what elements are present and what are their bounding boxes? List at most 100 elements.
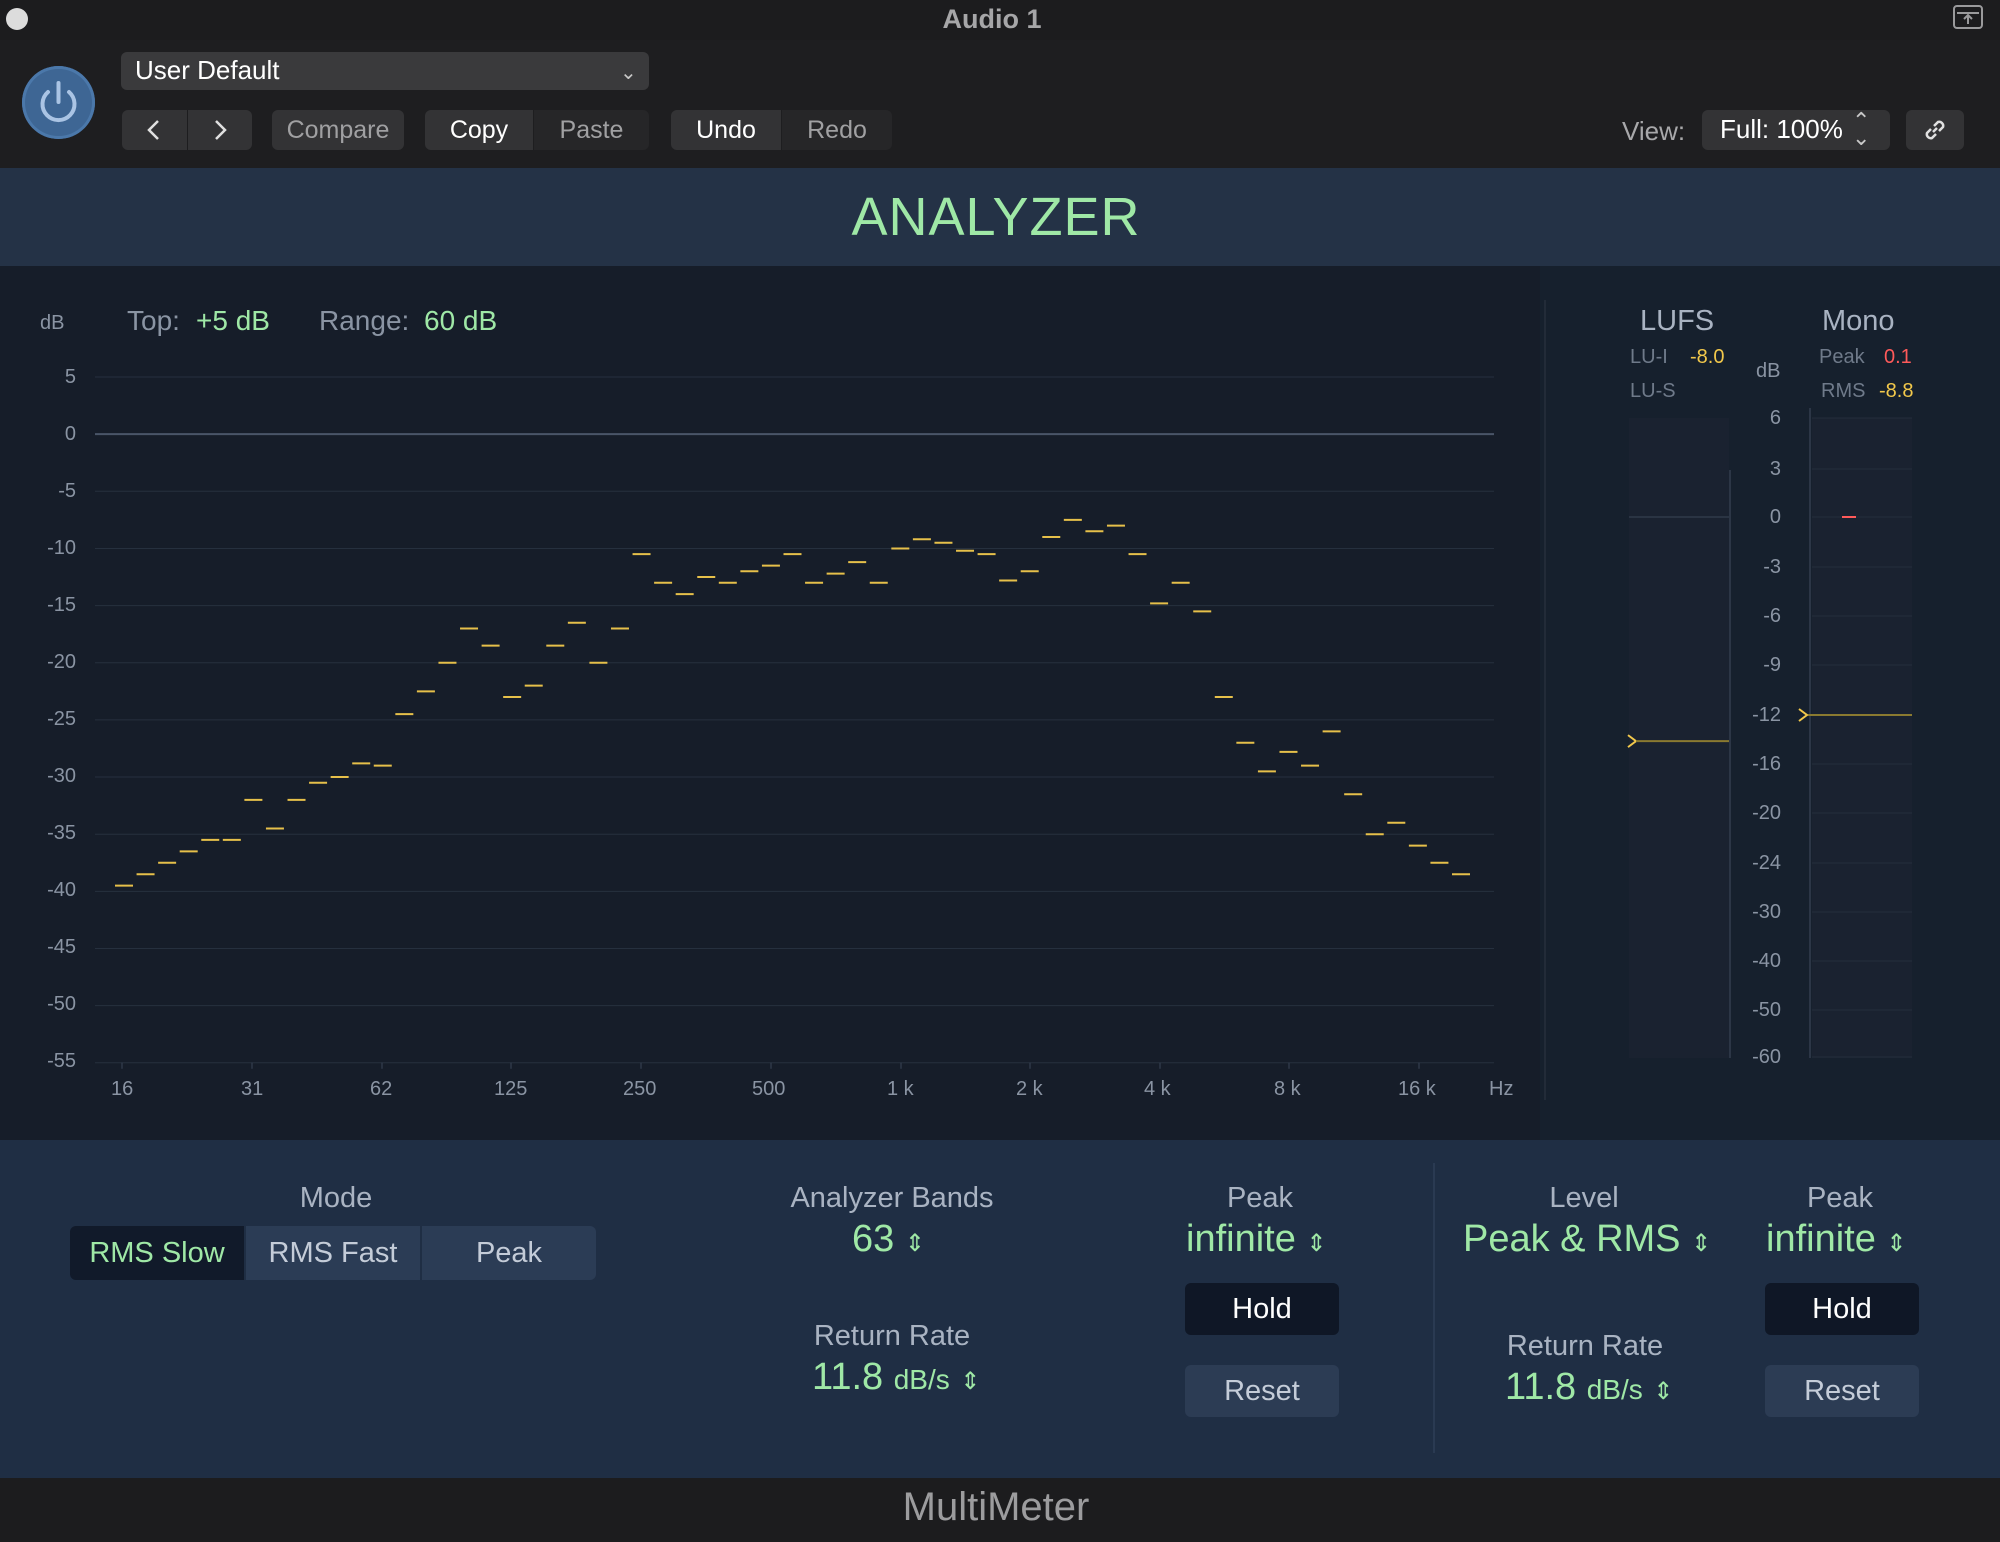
y-tick-label: -25: [47, 708, 76, 730]
meter-scale-label: -12: [1752, 704, 1781, 726]
analyzer-bands-value: 63: [852, 1218, 895, 1260]
x-tick-label: 250: [623, 1078, 657, 1100]
analyzer-display: [0, 266, 1540, 1140]
undo-button[interactable]: Undo: [671, 110, 781, 150]
y-tick-label: -30: [47, 765, 76, 787]
return-rate-value: 11.8: [812, 1356, 884, 1398]
meter-scale-label: -3: [1763, 556, 1781, 578]
x-tick-label: 16 k: [1398, 1078, 1436, 1100]
share-icon[interactable]: [1953, 5, 1983, 29]
y-tick-label: -50: [47, 993, 76, 1015]
link-icon: [1925, 120, 1945, 140]
x-tick-label: 1 k: [887, 1078, 914, 1100]
power-icon: [40, 81, 77, 123]
meter-scale-label: -40: [1752, 950, 1781, 972]
peak-hold-value: infinite: [1186, 1218, 1296, 1260]
reset-button[interactable]: Reset: [1185, 1365, 1339, 1417]
x-tick-label: 16: [111, 1078, 134, 1100]
meter-scale-label: 0: [1769, 506, 1781, 528]
stepper-icon: ⇕: [1653, 1378, 1674, 1405]
peak-hold-stepper[interactable]: infinite ⇕: [1186, 1218, 1327, 1261]
plugin-name: MultiMeter: [902, 1485, 1090, 1529]
power-button[interactable]: [22, 66, 95, 139]
mono-title: Mono: [1822, 305, 1895, 337]
window-title: Audio 1: [942, 4, 1042, 34]
compare-button[interactable]: Compare: [272, 110, 404, 150]
lufs-title: LUFS: [1640, 305, 1715, 337]
view-size-value: Full: 100%: [1720, 114, 1843, 144]
chevron-down-icon: ⌄: [620, 62, 637, 84]
stepper-icon: ⇕: [904, 1230, 925, 1257]
meter-peak-hold-stepper[interactable]: infinite ⇕: [1766, 1218, 1907, 1261]
top-value[interactable]: +5 dB: [196, 305, 270, 336]
chevron-right-icon: [215, 120, 227, 140]
y-tick-label: -15: [47, 594, 76, 616]
paste-button[interactable]: Paste: [534, 110, 649, 150]
meter-peak-hold-label: Peak: [1806, 1182, 1874, 1214]
peak-label: Peak: [1819, 346, 1865, 368]
meter-reset-button[interactable]: Reset: [1765, 1365, 1919, 1417]
stepper-icon: ⇕: [1691, 1230, 1712, 1257]
y-tick-label: -40: [47, 879, 76, 901]
next-preset-button[interactable]: [188, 110, 252, 150]
lu-i-value: -8.0: [1690, 346, 1725, 368]
return-rate-label: Return Rate: [813, 1320, 971, 1352]
up-down-chevron-icon: ⌃ ⌄: [1852, 108, 1871, 150]
redo-button[interactable]: Redo: [782, 110, 892, 150]
meter-scale-label: -16: [1752, 753, 1781, 775]
view-size-menu[interactable]: [1702, 110, 1890, 150]
copy-button[interactable]: Copy: [425, 110, 533, 150]
y-tick-label: -10: [47, 537, 76, 559]
meter-db-unit: dB: [1756, 360, 1781, 382]
meter-scale-label: -50: [1752, 999, 1781, 1021]
level-mode-stepper[interactable]: Peak & RMS ⇕: [1463, 1218, 1711, 1261]
mode-rms-slow-button[interactable]: RMS Slow: [70, 1226, 244, 1280]
preset-menu[interactable]: [121, 52, 649, 90]
meter-return-rate-label: Return Rate: [1506, 1330, 1664, 1362]
hold-button[interactable]: Hold: [1185, 1283, 1339, 1335]
meter-scale-label: -30: [1752, 901, 1781, 923]
y-tick-label: -20: [47, 651, 76, 673]
return-rate-stepper[interactable]: 11.8 dB/s ⇕: [812, 1356, 980, 1399]
stepper-icon: ⇕: [1886, 1230, 1907, 1257]
meter-return-rate-stepper[interactable]: 11.8 dB/s ⇕: [1505, 1366, 1673, 1409]
meter-scale-label: -60: [1752, 1046, 1781, 1068]
analyzer-bands-stepper[interactable]: 63 ⇕: [852, 1218, 925, 1261]
link-button[interactable]: [1906, 110, 1964, 150]
mode-label: Mode: [299, 1182, 373, 1214]
stepper-icon: ⇕: [1306, 1230, 1327, 1257]
x-tick-label: 2 k: [1016, 1078, 1043, 1100]
x-tick-label: 125: [494, 1078, 528, 1100]
preset-label: User Default: [135, 55, 280, 85]
range-value[interactable]: 60 dB: [424, 305, 498, 336]
x-tick-label: 4 k: [1144, 1078, 1171, 1100]
meter-peak-hold-value: infinite: [1766, 1218, 1876, 1260]
return-rate-unit: dB/s: [893, 1364, 950, 1395]
top-label: Top:: [127, 305, 180, 336]
lufs-meter-track: [1629, 418, 1729, 1058]
db-unit-label: dB: [40, 312, 65, 334]
lu-i-label: LU-I: [1630, 346, 1668, 368]
meter-scale-label: 6: [1769, 407, 1781, 429]
meter-return-rate-value: 11.8: [1505, 1366, 1577, 1408]
previous-preset-button[interactable]: [122, 110, 187, 150]
plugin-footer: [0, 1478, 2000, 1542]
chevron-left-icon: [147, 120, 159, 140]
mode-peak-button[interactable]: Peak: [422, 1226, 596, 1280]
meter-scale-label: -9: [1763, 654, 1781, 676]
window-close-button[interactable]: [6, 8, 28, 30]
section-title: ANALYZER: [851, 187, 1141, 247]
lu-s-label: LU-S: [1630, 380, 1676, 402]
meter-scale-label: -6: [1763, 605, 1781, 627]
rms-value: -8.8: [1879, 380, 1914, 402]
y-tick-label: -5: [58, 480, 76, 502]
mode-rms-fast-button[interactable]: RMS Fast: [246, 1226, 420, 1280]
view-label: View:: [1622, 116, 1686, 146]
meter-hold-button[interactable]: Hold: [1765, 1283, 1919, 1335]
range-label: Range:: [319, 305, 410, 336]
meter-return-rate-unit: dB/s: [1586, 1374, 1643, 1405]
y-tick-label: -45: [47, 936, 76, 958]
peak-hold-label: Peak: [1226, 1182, 1294, 1214]
